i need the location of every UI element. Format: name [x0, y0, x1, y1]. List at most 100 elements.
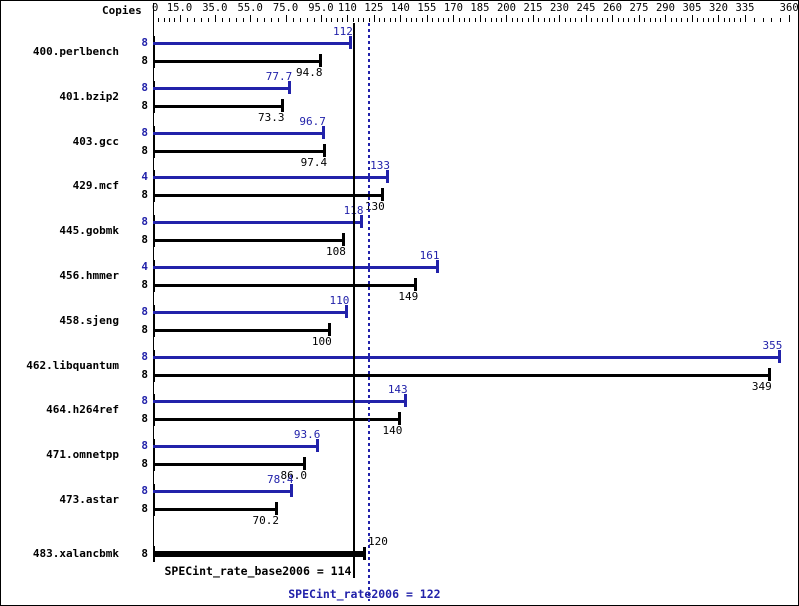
copies-base: 8 [141, 188, 148, 202]
bar-end-cap [403, 394, 407, 408]
value-label-peak: 161 [419, 249, 440, 262]
x-tick-label: 275 [629, 2, 649, 14]
x-tick-minor [163, 18, 165, 22]
x-tick-minor [570, 18, 572, 22]
copies-peak: 8 [141, 484, 148, 497]
x-tick-minor [236, 18, 238, 22]
x-tick-minor [676, 18, 678, 22]
bar-peak [153, 310, 348, 314]
benchmark-label: 473.astar [59, 493, 119, 506]
x-tick-major [320, 15, 322, 22]
reference-line-peak [367, 23, 370, 601]
copies-peak: 8 [141, 215, 148, 229]
copies-peak: 4 [141, 170, 148, 184]
value-label-base: 149 [398, 290, 419, 303]
benchmark-label-wrap: 464.h264ref [1, 403, 119, 417]
x-tick-label: 320 [708, 2, 728, 14]
x-tick-label: 290 [655, 2, 675, 14]
x-tick-minor [221, 18, 223, 22]
copies-base: 8 [141, 143, 148, 157]
x-tick-minor [596, 18, 598, 22]
benchmark-label-wrap: 400.perlbench [1, 45, 119, 59]
bar-base [153, 463, 305, 467]
x-tick-label: 155 [417, 2, 437, 14]
copies-peak: 8 [141, 349, 148, 363]
x-tick-major [250, 15, 252, 22]
benchmark-label-wrap: 429.mcf [1, 179, 119, 193]
benchmark-label: 458.sjeng [59, 313, 119, 327]
copies-peak: 8 [141, 80, 148, 94]
value-label-peak: 355 [762, 338, 783, 352]
x-tick-label: 15.0 [166, 2, 193, 14]
bar-end-cap [398, 412, 402, 426]
x-tick-minor [464, 18, 465, 22]
x-tick-minor [543, 18, 545, 22]
x-tick-minor [442, 18, 444, 22]
benchmark-label: 429.mcf [72, 179, 119, 193]
copies-peak: 8 [141, 36, 148, 49]
benchmark-label: 400.perlbench [32, 45, 119, 58]
x-tick-label: 245 [576, 2, 596, 14]
copies-base: 8 [141, 233, 148, 247]
value-label-base: 86.0 [280, 469, 307, 483]
x-tick-minor [729, 18, 731, 22]
benchmark-label: 456.hmmer [59, 269, 119, 282]
benchmark-label-wrap: 471.omnetpp [1, 448, 119, 462]
x-tick-minor [564, 18, 566, 22]
x-tick-minor [633, 18, 635, 22]
x-tick-minor [448, 18, 450, 22]
x-tick-minor [697, 18, 699, 22]
bar-end-cap [327, 322, 331, 336]
x-tick-major [347, 15, 349, 22]
x-tick-major [718, 15, 720, 22]
x-tick-label: 110 [337, 2, 357, 14]
x-tick-label: 170 [443, 2, 463, 14]
x-tick-minor [753, 18, 755, 22]
bar-end-cap [359, 215, 363, 229]
x-tick-minor [326, 18, 328, 22]
benchmark-label-wrap: 445.gobmk [1, 224, 119, 238]
copies-peak: 8 [141, 304, 148, 318]
x-tick-minor [723, 18, 725, 22]
x-tick-minor [548, 18, 550, 22]
bar-base [153, 550, 366, 557]
x-tick-major [479, 15, 481, 22]
benchmark-label: 464.h264ref [46, 403, 119, 417]
x-tick-label: 185 [470, 2, 490, 14]
bar-origin-tick [153, 304, 155, 337]
x-tick-minor [554, 18, 556, 22]
x-tick-minor [490, 18, 492, 22]
bar-base [153, 418, 401, 422]
copies-peak: 4 [141, 260, 148, 273]
value-label-base: 130 [364, 200, 385, 214]
x-tick-major [532, 15, 534, 22]
x-tick-label: 200 [496, 2, 516, 14]
x-tick-minor [686, 18, 688, 22]
copies-header: Copies [102, 4, 142, 17]
x-tick-major [453, 15, 455, 22]
copies-base: 8 [141, 412, 148, 426]
x-tick-minor [405, 18, 407, 22]
x-tick-minor [389, 18, 391, 22]
value-label-base: 73.3 [258, 110, 285, 124]
x-tick-major [153, 15, 154, 22]
x-tick-minor [762, 18, 764, 22]
bar-base [153, 104, 283, 108]
x-tick-major [373, 15, 375, 22]
value-label-peak: 143 [387, 383, 408, 397]
bar-origin-tick [153, 36, 155, 68]
benchmark-label: 401.bzip2 [59, 89, 119, 103]
bar-peak [153, 266, 438, 269]
x-tick-minor [591, 18, 593, 22]
x-tick-minor [649, 18, 651, 22]
x-tick-minor [628, 18, 630, 22]
x-tick-minor [416, 18, 418, 22]
x-tick-major [214, 15, 216, 22]
copies-peak: 8 [141, 394, 148, 408]
bar-end-cap [321, 125, 325, 139]
x-tick-minor [527, 18, 529, 22]
x-tick-label: 35.0 [202, 2, 228, 14]
footer-peak-summary: SPECint_rate2006 = 122 [288, 587, 441, 601]
bar-peak [153, 400, 406, 404]
bar-origin-tick [153, 125, 155, 158]
